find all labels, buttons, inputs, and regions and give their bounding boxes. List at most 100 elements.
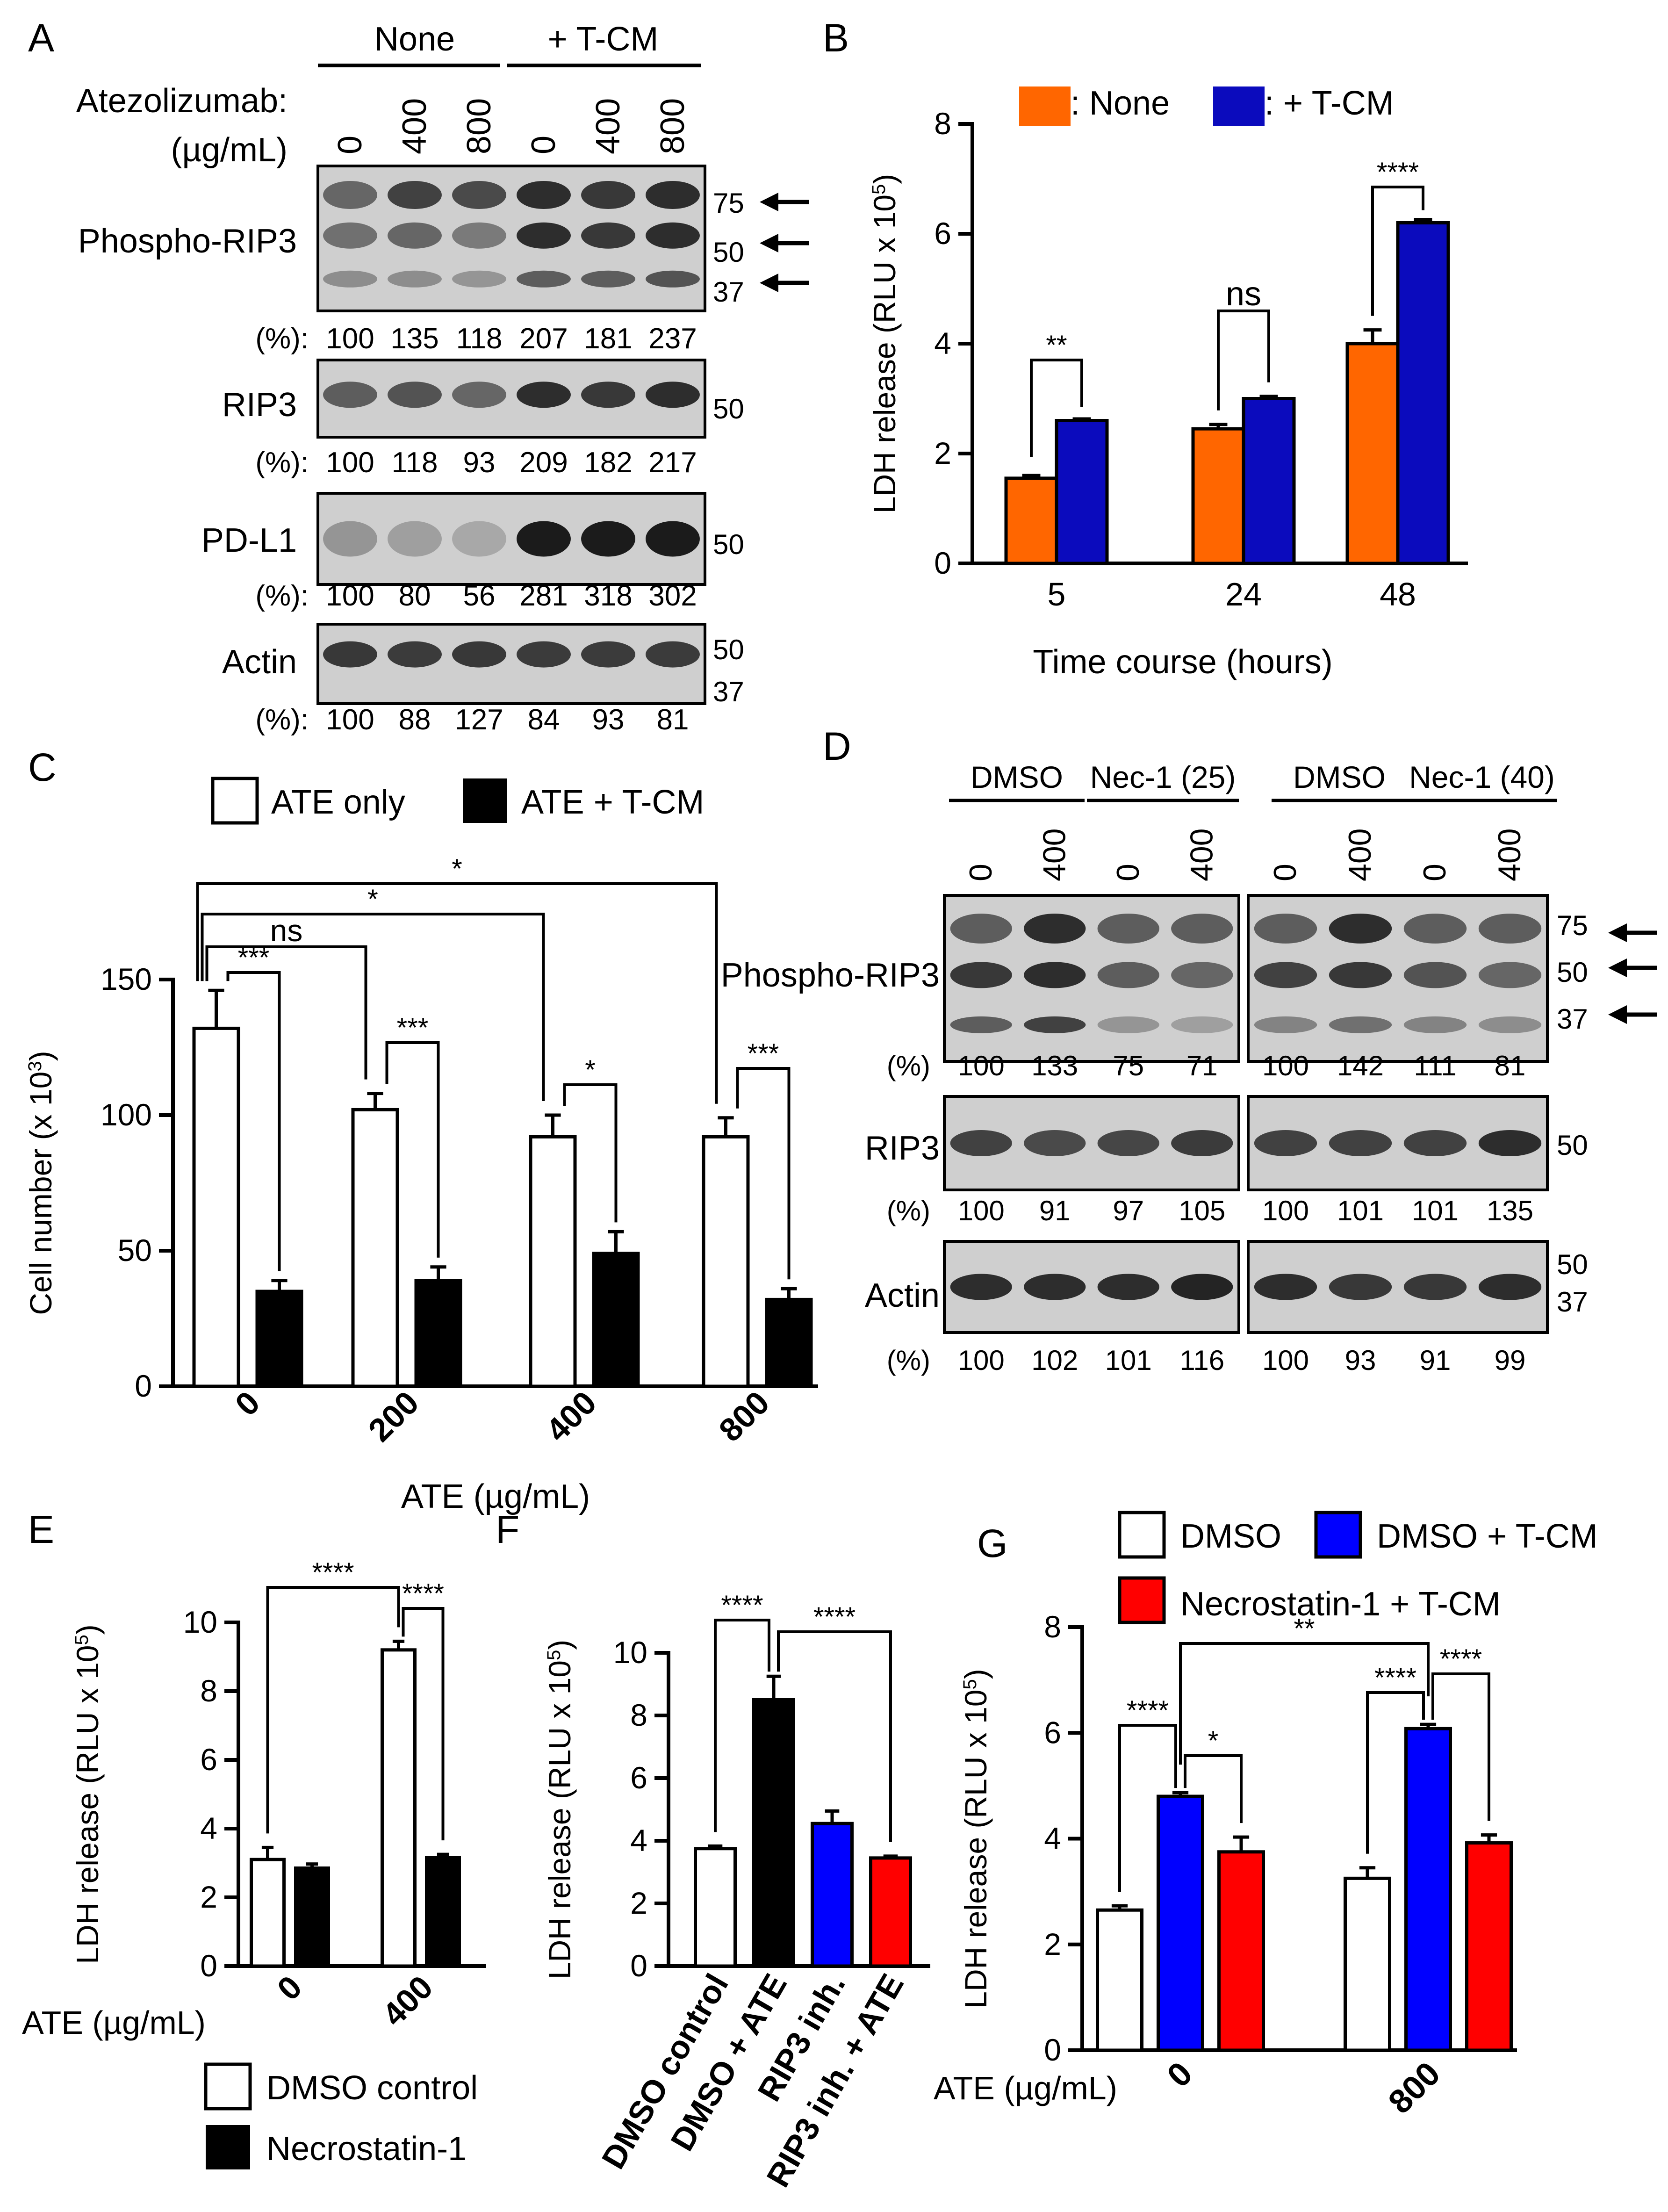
pct-value-A: 281 (519, 580, 568, 612)
bar-F (752, 1698, 795, 1968)
pct-label-A: (%): (255, 447, 309, 479)
x-axis-title-C: ATE (µg/mL) (401, 1478, 590, 1515)
pct-value-A: 302 (648, 580, 697, 612)
mw-marker-A: 50 (713, 393, 744, 425)
pct-value-D: 105 (1179, 1195, 1225, 1226)
sig-bracket-C (201, 913, 545, 1101)
legend-swatch-none (1019, 86, 1071, 126)
blot-A-0-band (646, 181, 700, 209)
blot-A-1-band (452, 382, 506, 408)
x-tick-label-G: 0 (1160, 2055, 1200, 2095)
sig-bracket-G-label: **** (1374, 1663, 1416, 1693)
pct-value-D: 100 (958, 1345, 1005, 1376)
sig-bracket-G (1118, 1724, 1177, 1892)
group-label-none: None (374, 21, 455, 58)
blot-D-0-1-band (1478, 1016, 1542, 1033)
y-tick-label-F: 0 (630, 1948, 647, 1983)
panel-letter-A: A (28, 16, 54, 60)
pct-value-D: 142 (1337, 1050, 1384, 1081)
mw-marker-D: 50 (1557, 1130, 1588, 1161)
legend-label-none: : None (1071, 85, 1170, 122)
lane-label-A: 0 (525, 136, 562, 154)
pct-value-D: 93 (1345, 1345, 1376, 1376)
bar-F (694, 1847, 737, 1968)
bar-E (250, 1858, 286, 1968)
y-tick-label-C: 50 (118, 1233, 152, 1268)
blot-D-2-1-band (1329, 1274, 1392, 1300)
sig-bracket-F (714, 1619, 770, 1832)
sig-bracket-C-label: *** (748, 1038, 779, 1069)
y-tick-label-E: 0 (200, 1948, 217, 1983)
band-arrow-D-head (1608, 923, 1627, 942)
sig-bracket-C-label: * (585, 1055, 596, 1085)
mw-marker-D: 37 (1557, 1003, 1588, 1035)
blot-row-label-D: Actin (865, 1277, 940, 1314)
bar-C (192, 1026, 240, 1388)
pct-value-D: 102 (1031, 1345, 1078, 1376)
sig-bracket-E (266, 1586, 400, 1834)
blot-A-0-band (581, 270, 635, 288)
blot-A-0-band (323, 270, 377, 288)
pct-value-A: 209 (519, 447, 568, 479)
blot-D-0-0-band (1171, 1016, 1233, 1033)
blot-A-0-band (388, 181, 442, 209)
mw-marker-D: 75 (1557, 910, 1588, 941)
y-tick-label-F: 4 (630, 1823, 647, 1858)
pct-value-D: 91 (1420, 1345, 1451, 1376)
sig-bracket-B (1217, 310, 1270, 411)
sig-bracket-F (777, 1630, 892, 1842)
x-tick-label-B: 5 (1048, 576, 1066, 612)
band-arrow-A-head (760, 193, 778, 211)
blot-D-0-1-band (1403, 962, 1467, 988)
pct-value-A: 217 (648, 447, 697, 479)
bar-E (425, 1856, 461, 1968)
blot-A-0-band (388, 270, 442, 288)
blot-A-0-band (323, 181, 377, 209)
pct-value-D: 75 (1113, 1050, 1144, 1081)
blot-row-label-A: RIP3 (222, 386, 297, 424)
blot-A-0-band (646, 270, 700, 288)
blot-A-3-band (388, 641, 442, 668)
legend-swatch-ate-only (211, 777, 259, 825)
mw-marker-D: 50 (1557, 957, 1588, 988)
blot-D-0-0-band (1097, 914, 1159, 944)
y-axis-title-G: LDH release (RLU x 105) (958, 1669, 993, 2009)
pct-value-A: 100 (326, 704, 374, 736)
blot-A-0-band (646, 222, 700, 249)
band-arrow-D-head (1608, 958, 1627, 977)
bar-C (255, 1290, 303, 1388)
blot-A-1-band (517, 382, 571, 408)
legend-label-ate-tcm: ATE + T-CM (521, 784, 704, 821)
blot-A-3-band (517, 641, 571, 668)
y-axis-title-F: LDH release (RLU x 105) (542, 1640, 577, 1980)
y-tick-label-B: 4 (934, 326, 951, 360)
mw-marker-D: 37 (1557, 1286, 1588, 1318)
lane-label-D: 400 (1342, 829, 1378, 881)
blot-D-0-0-band (1024, 1016, 1086, 1033)
bar-G (1217, 1850, 1265, 2052)
legend-swatch-necrostatin (206, 2125, 250, 2169)
blot-D-2-0-band (950, 1274, 1012, 1300)
blot-D-0-0-band (1024, 914, 1086, 944)
x-tick-label-E: 0 (270, 1968, 309, 2007)
lane-label-D: 0 (1267, 864, 1303, 881)
mw-marker-A: 37 (713, 276, 744, 308)
pct-value-A: 84 (528, 704, 560, 736)
legend-swatch-necrostatin-tcm (1118, 1576, 1166, 1624)
bar-C (765, 1297, 813, 1388)
pct-value-A: 182 (584, 447, 632, 479)
blot-D-1-0-band (1171, 1130, 1233, 1156)
sig-bracket-G (1184, 1754, 1243, 1823)
legend-label-dmso-control: DMSO control (266, 2069, 478, 2107)
y-tick-label-B: 0 (934, 546, 951, 580)
sig-bracket-C (226, 971, 281, 1271)
blot-D-0-0-band (950, 1016, 1012, 1033)
pct-value-A: 127 (455, 704, 503, 736)
blot-D-2-0-band (1097, 1274, 1159, 1300)
y-tick-label-F: 2 (630, 1886, 647, 1920)
pct-value-A: 181 (584, 323, 632, 355)
lane-label-D: 0 (963, 864, 999, 881)
blot-A-1-band (388, 382, 442, 408)
blot-D-2-1-band (1254, 1274, 1317, 1300)
lane-label-D: 400 (1492, 829, 1527, 881)
